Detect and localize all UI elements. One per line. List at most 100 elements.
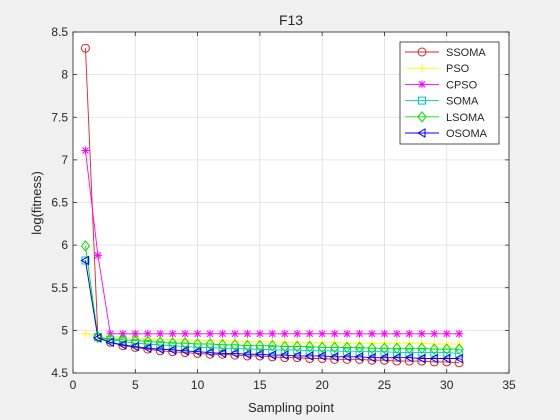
data-point-lsoma [230,339,240,351]
data-point-lsoma [317,341,327,354]
data-point-lsoma [305,340,315,353]
data-point-osoma [155,344,164,354]
data-point-lsoma [329,341,340,354]
y-tick-label: 8 [61,68,68,82]
data-point-osoma [429,353,438,364]
data-point-osoma [80,255,89,266]
data-point-osoma [279,350,289,360]
x-tick-label: 30 [440,378,454,392]
y-tick-label: 6 [61,238,68,252]
data-point-cpso [243,329,252,338]
data-point-ssoma [379,355,389,365]
x-tick-label: 15 [253,378,267,392]
legend-label-cpso: CPSO [446,79,478,91]
data-point-osoma [254,349,264,360]
legend-label-ssoma: SSOMA [446,47,486,59]
data-point-cpso [343,329,352,338]
data-point-ssoma [404,356,414,366]
data-point-lsoma [267,339,277,352]
data-point-soma [355,347,364,356]
data-point-cpso [405,329,414,338]
data-point-cpso [93,251,102,260]
data-point-cpso [367,329,376,338]
data-point-osoma [217,348,226,359]
data-point-pso [193,336,202,345]
data-point-osoma [192,346,202,357]
y-tick-label: 7.5 [51,110,68,124]
data-point-cpso [268,329,277,338]
data-point-osoma [167,345,177,355]
series-layer [80,43,464,368]
legend: SSOMA PSO CPSO SOMA LSOMA OSOMA [399,41,500,145]
y-tick-label: 4.5 [51,366,68,380]
data-point-cpso [206,329,215,338]
data-point-cpso [442,329,451,338]
legend-marker-pso [418,64,426,73]
data-point-cpso [355,329,364,338]
data-point-ssoma [392,356,402,366]
chart-title: F13 [279,12,303,28]
data-point-lsoma [130,334,140,347]
legend-label-soma: SOMA [446,96,479,108]
data-point-ssoma [454,358,464,368]
legend-marker-cpso [418,80,426,89]
data-point-soma [268,345,277,354]
data-point-cpso [293,329,302,338]
data-point-ssoma [417,356,427,366]
y-tick-label: 7 [61,153,68,167]
data-point-lsoma [342,341,352,354]
data-point-soma [455,349,464,358]
data-point-ssoma [143,344,153,354]
data-point-cpso [131,329,140,338]
legend-box [399,41,500,145]
data-point-pso [206,336,215,345]
data-point-cpso [81,146,90,155]
data-point-ssoma [442,357,452,367]
data-point-pso [230,337,239,346]
data-point-ssoma [330,354,340,364]
legend-label-osoma: OSOMA [446,128,488,140]
legend-marker-osoma [416,128,426,138]
y-tick-label: 8.5 [51,25,68,39]
data-point-lsoma [379,342,390,355]
legend-marker-ssoma [417,47,427,57]
data-point-ssoma [80,43,90,53]
data-point-lsoma [205,338,215,350]
y-tick-label: 5 [61,323,68,337]
data-point-osoma [317,351,326,361]
data-point-pso [81,329,90,338]
x-axis-label: Sampling point [248,400,334,415]
data-point-osoma [130,341,139,352]
data-point-cpso [417,329,426,338]
data-point-osoma [267,350,276,360]
x-tick-label: 25 [378,378,392,392]
data-point-cpso [305,329,314,338]
y-axis-ticks: 4.5 5 5.5 6 6.5 7 7.5 8 8.5 [51,25,509,380]
data-point-osoma [354,351,364,362]
data-point-cpso [380,329,389,338]
data-point-lsoma [367,342,377,355]
data-point-osoma [292,351,301,361]
data-point-cpso [392,329,401,338]
data-point-lsoma [404,342,414,355]
data-point-osoma [229,348,239,359]
data-point-cpso [330,329,339,338]
data-point-osoma [142,343,152,354]
series-cpso [81,146,464,338]
data-point-soma [343,347,352,356]
legend-label-pso: PSO [446,63,470,75]
data-point-lsoma [255,339,265,352]
data-point-osoma [416,353,426,364]
data-point-osoma [329,351,339,362]
data-point-cpso [280,329,289,338]
x-tick-label: 20 [315,378,329,392]
data-point-cpso [168,329,177,338]
data-point-osoma [366,352,376,363]
data-point-osoma [180,345,189,356]
data-point-ssoma [367,355,377,365]
legend-marker-soma [418,96,426,105]
data-point-lsoma [242,339,253,352]
x-tick-label: 0 [70,378,77,392]
data-point-cpso [143,329,152,338]
